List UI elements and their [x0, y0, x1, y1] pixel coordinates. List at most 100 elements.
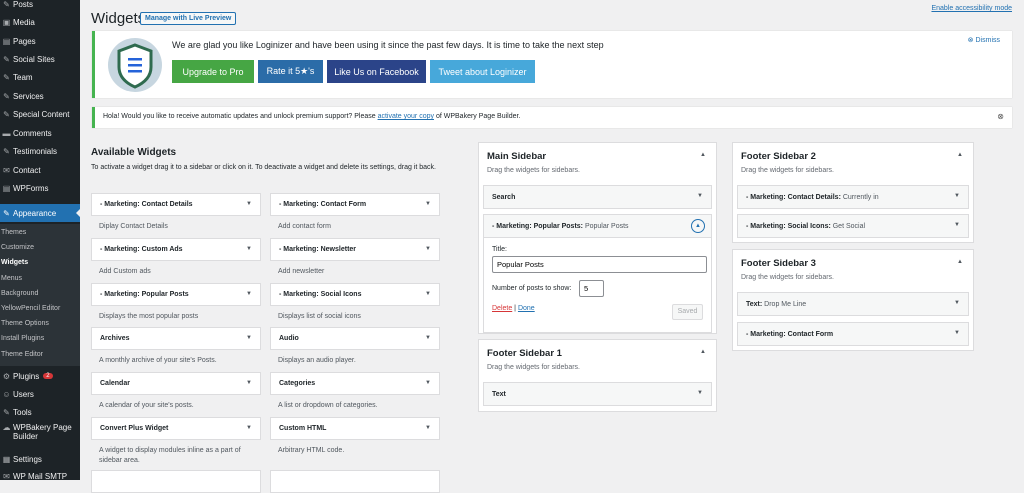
expand-icon[interactable]: ▼ — [246, 245, 252, 252]
expand-icon[interactable]: ▼ — [425, 425, 431, 431]
rate-button[interactable]: Rate it 5★'s — [258, 60, 323, 83]
title-input[interactable] — [492, 256, 707, 273]
submenu-item-widgets[interactable]: Widgets — [1, 259, 29, 267]
tweet-button[interactable]: Tweet about Loginizer — [430, 60, 535, 83]
widget-text-drop-me-line[interactable]: Text: Drop Me Line ▼ — [737, 292, 969, 316]
dismiss-button[interactable]: ⊗ Dismiss — [968, 36, 1000, 44]
submenu-item-background[interactable]: Background — [1, 289, 39, 297]
done-link[interactable]: Done — [517, 305, 535, 312]
widget-handle[interactable]: - Marketing: Newsletter ▼ — [270, 237, 440, 261]
expand-icon[interactable]: ▼ — [246, 380, 252, 387]
available-widget[interactable]: - Marketing: Custom Ads ▼ Add Custom ads — [91, 237, 261, 277]
expand-icon[interactable]: ▼ — [954, 300, 960, 306]
menu-item-wp-mail-smtp[interactable]: ✉ WP Mail SMTP — [0, 467, 80, 485]
expand-icon[interactable]: ▼ — [246, 290, 252, 297]
submenu-item-theme-editor[interactable]: Theme Editor — [1, 350, 44, 358]
available-widget[interactable]: Calendar ▼ A calendar of your site's posts… — [91, 372, 261, 411]
menu-item-social-sites[interactable]: ✎ Social Sites — [0, 50, 80, 68]
widget-handle[interactable]: - Marketing: Social Icons ▼ — [270, 282, 440, 306]
widget-social-icons[interactable]: - Marketing: Social Icons: Get Social ▼ — [737, 214, 969, 238]
widget-handle[interactable]: - Marketing: Custom Ads ▼ — [91, 237, 261, 261]
delete-link[interactable]: Delete — [492, 305, 513, 312]
available-widget[interactable]: Audio ▼ Displays an audio player. — [270, 327, 440, 366]
facebook-button[interactable]: Like Us on Facebook — [327, 60, 426, 83]
menu-item-tools[interactable]: ✎ Tools — [0, 403, 80, 421]
widget-handle[interactable]: Convert Plus Widget ▼ — [91, 417, 261, 440]
submenu-item-yellowpencil-editor[interactable]: YellowPencil Editor — [1, 305, 61, 312]
widget-handle[interactable]: Categories ▼ — [270, 372, 440, 396]
menu-item-wpbakery-page-builder[interactable]: ☁ WPBakery Page Builder — [0, 421, 80, 447]
menu-item-special-content[interactable]: ✎ Special Content — [0, 105, 80, 123]
close-icon[interactable]: ⊗ — [997, 112, 1004, 121]
sidebar-description: Drag the widgets for sidebars. — [487, 167, 580, 174]
expand-icon[interactable]: ▼ — [425, 290, 431, 297]
menu-item-users[interactable]: ☺ Users — [0, 385, 80, 403]
accessibility-mode-link[interactable]: Enable accessibility mode — [931, 5, 1012, 12]
menu-item-settings[interactable]: ▦ Settings — [0, 450, 80, 468]
available-widget[interactable]: Archives ▼ A monthly archive of your site'… — [91, 327, 261, 366]
available-widget[interactable]: - Marketing: Newsletter ▼ Add newsletter — [270, 237, 440, 277]
collapse-circle-icon[interactable]: ▲ — [691, 219, 705, 233]
widget-handle[interactable]: - Marketing: Popular Posts ▼ — [91, 282, 261, 306]
expand-icon[interactable]: ▼ — [425, 201, 431, 207]
available-widget[interactable]: Convert Plus Widget ▼ A widget to display … — [91, 417, 261, 466]
expand-icon[interactable]: ▼ — [697, 390, 703, 396]
menu-item-posts[interactable]: ✎ Posts — [0, 0, 80, 13]
widget-contact-form[interactable]: - Marketing: Contact Form ▼ — [737, 322, 969, 346]
expand-icon[interactable]: ▼ — [246, 201, 252, 207]
menu-item-testimonials[interactable]: ✎ Testimonials — [0, 142, 80, 160]
menu-item-contact[interactable]: ✉ Contact — [0, 161, 80, 179]
expand-icon[interactable]: ▼ — [246, 425, 252, 431]
widget-popular-posts[interactable]: - Marketing: Popular Posts: Popular Post… — [483, 214, 712, 238]
widget-text[interactable]: Text ▼ — [483, 382, 712, 406]
widget-search[interactable]: Search ▼ — [483, 185, 712, 209]
widget-handle[interactable]: Archives ▼ — [91, 327, 261, 351]
collapse-icon[interactable]: ▲ — [957, 152, 963, 158]
menu-item-comments[interactable]: ▬ Comments — [0, 124, 80, 142]
menu-item-team[interactable]: ✎ Team — [0, 68, 80, 86]
expand-icon[interactable]: ▼ — [246, 335, 252, 342]
widget-contact-details[interactable]: - Marketing: Contact Details: Currently … — [737, 185, 969, 209]
available-widget[interactable]: Categories ▼ A list or dropdown of categor… — [270, 372, 440, 411]
submenu-item-menus[interactable]: Menus — [1, 274, 23, 282]
sidebar-description: Drag the widgets for sidebars. — [741, 167, 834, 174]
available-widget[interactable]: - Marketing: Popular Posts ▼ Displays the … — [91, 282, 261, 322]
expand-icon[interactable]: ▼ — [954, 330, 960, 336]
available-widget[interactable]: - Marketing: Contact Form ▼ Add contact fo… — [270, 193, 440, 232]
widget-name: - Marketing: Contact Details — [100, 201, 193, 208]
available-widget[interactable]: - Marketing: Social Icons ▼ Displays list … — [270, 282, 440, 322]
menu-item-plugins[interactable]: ⚙ Plugins 2 — [0, 367, 80, 385]
widget-handle[interactable]: Audio ▼ — [270, 327, 440, 351]
available-widget[interactable]: Custom HTML ▼ Arbitrary HTML code. — [270, 417, 440, 456]
menu-item-services[interactable]: ✎ Services — [0, 87, 80, 105]
menu-item-appearance[interactable]: ✎ Appearance — [0, 204, 80, 222]
submenu-item-themes[interactable]: Themes — [1, 229, 27, 236]
widget-handle[interactable]: Custom HTML ▼ — [270, 417, 440, 440]
collapse-icon[interactable]: ▲ — [700, 349, 706, 355]
collapse-icon[interactable]: ▲ — [700, 152, 706, 158]
expand-icon[interactable]: ▼ — [425, 335, 431, 342]
widget-handle[interactable]: - Marketing: Contact Form ▼ — [270, 193, 440, 216]
widget-handle[interactable]: Calendar ▼ — [91, 372, 261, 396]
saved-button[interactable]: Saved — [672, 304, 703, 320]
available-widget[interactable]: - Marketing: Contact Details ▼ Diplay Cont… — [91, 193, 261, 232]
widget-handle[interactable]: - Marketing: Contact Details ▼ — [91, 193, 261, 216]
submenu-item-customize[interactable]: Customize — [1, 244, 35, 252]
submenu-item-install-plugins[interactable]: Install Plugins — [1, 335, 45, 343]
widget-handle[interactable] — [270, 470, 440, 493]
expand-icon[interactable]: ▼ — [954, 222, 960, 228]
expand-icon[interactable]: ▼ — [697, 193, 703, 199]
submenu-item-theme-options[interactable]: Theme Options — [1, 320, 49, 328]
expand-icon[interactable]: ▼ — [954, 193, 960, 199]
upgrade-pro-button[interactable]: Upgrade to Pro — [172, 60, 254, 83]
collapse-icon[interactable]: ▲ — [957, 259, 963, 265]
menu-item-wpforms[interactable]: ▤ WPForms — [0, 179, 80, 197]
menu-item-media[interactable]: ▣ Media — [0, 13, 80, 31]
menu-item-pages[interactable]: ▤ Pages — [0, 32, 80, 50]
expand-icon[interactable]: ▼ — [425, 245, 431, 252]
expand-icon[interactable]: ▼ — [425, 380, 431, 387]
activate-link[interactable]: activate your copy — [377, 113, 434, 120]
count-input[interactable] — [579, 280, 604, 297]
live-preview-button[interactable]: Manage with Live Preview — [140, 12, 237, 25]
widget-handle[interactable] — [91, 470, 261, 493]
